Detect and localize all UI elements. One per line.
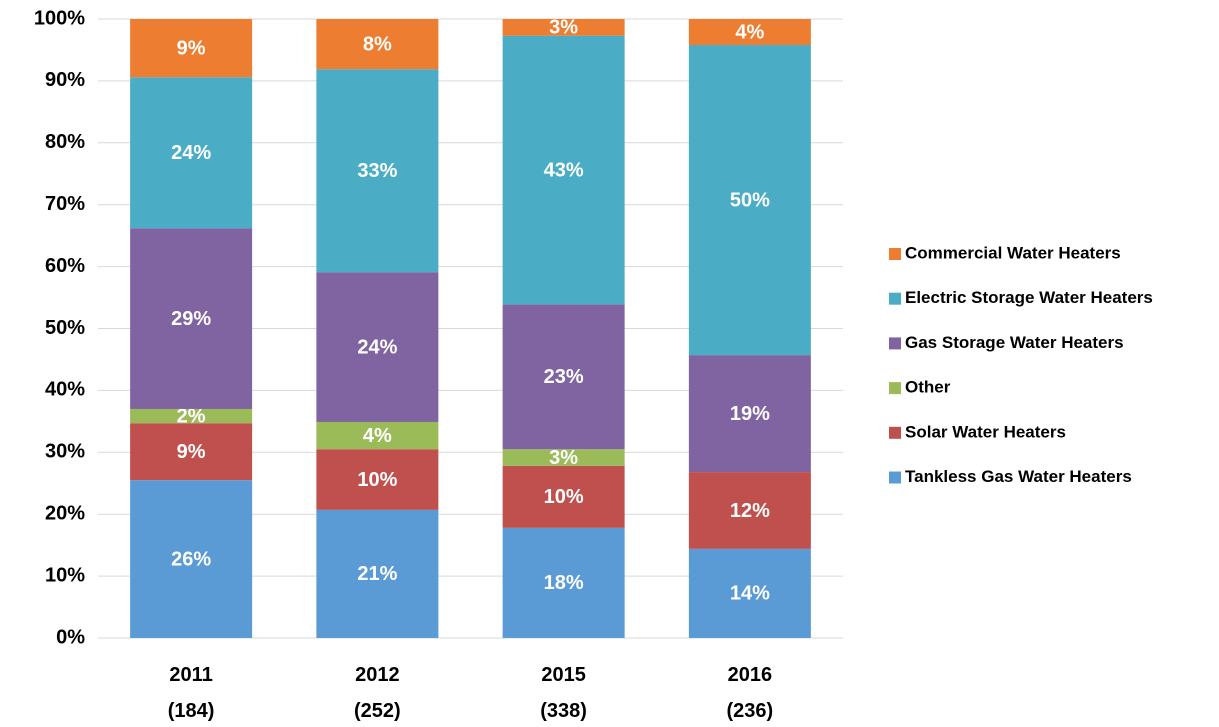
bar-segment xyxy=(688,19,811,45)
y-tick-label: 100% xyxy=(34,7,85,29)
y-tick-label: 50% xyxy=(45,317,85,339)
y-tick-label: 20% xyxy=(45,502,85,524)
data-label: 26% xyxy=(171,548,211,570)
data-label: 9% xyxy=(177,37,206,59)
data-label: 24% xyxy=(171,142,211,164)
bar-segment xyxy=(688,472,811,549)
data-label: 12% xyxy=(730,500,770,522)
y-tick-label: 10% xyxy=(45,564,85,586)
y-tick-label: 0% xyxy=(56,626,85,648)
legend-label: Gas Storage Water Heaters xyxy=(905,333,1124,352)
data-label: 21% xyxy=(357,563,397,585)
data-label: 2% xyxy=(177,405,206,427)
data-label: 8% xyxy=(363,33,392,55)
x-tick-label: 2015 (338) xyxy=(540,664,587,722)
data-label: 4% xyxy=(735,21,764,43)
y-tick-label: 40% xyxy=(45,379,85,401)
bar-segment xyxy=(316,449,439,510)
legend-swatch xyxy=(889,471,901,484)
legend-swatch xyxy=(889,337,901,350)
data-label: 14% xyxy=(730,583,770,605)
bar-segment xyxy=(316,272,439,422)
legend-swatch xyxy=(889,292,901,305)
bar-segment xyxy=(502,527,625,638)
data-label: 9% xyxy=(177,441,206,463)
bar-segment xyxy=(316,69,439,273)
legend-label: Commercial Water Heaters xyxy=(905,243,1121,262)
bar-segment xyxy=(316,421,439,450)
bar-segment xyxy=(688,44,811,356)
legend-label: Electric Storage Water Heaters xyxy=(905,288,1153,307)
data-label: 4% xyxy=(363,425,392,447)
bar-segment xyxy=(502,465,625,528)
bar-segment xyxy=(316,509,439,638)
legend-label: Tankless Gas Water Heaters xyxy=(905,467,1132,486)
bar-segment xyxy=(688,355,811,473)
legend-swatch xyxy=(889,426,901,439)
y-tick-label: 30% xyxy=(45,441,85,463)
bar-segment xyxy=(502,449,625,466)
bar-segment xyxy=(130,228,253,409)
y-tick-label: 90% xyxy=(45,69,85,91)
data-label: 18% xyxy=(544,572,584,594)
legend-label: Other xyxy=(905,378,951,397)
bar-segment xyxy=(502,304,625,450)
data-label: 3% xyxy=(549,17,578,39)
bar-segment xyxy=(130,480,253,638)
bar-segment xyxy=(130,77,253,229)
bar-segment xyxy=(130,423,253,481)
data-label: 10% xyxy=(544,486,584,508)
data-label: 3% xyxy=(549,447,578,469)
y-tick-label: 80% xyxy=(45,131,85,153)
bar-segment xyxy=(316,19,439,70)
data-label: 10% xyxy=(357,469,397,491)
data-label: 29% xyxy=(171,308,211,330)
legend-swatch xyxy=(889,248,901,260)
data-label: 33% xyxy=(357,160,397,182)
data-label: 24% xyxy=(357,336,397,358)
data-label: 43% xyxy=(544,159,584,181)
y-tick-label: 70% xyxy=(45,193,85,215)
data-label: 50% xyxy=(730,189,770,211)
bar-segment xyxy=(688,548,811,638)
bar-segment xyxy=(502,35,625,305)
x-tick-label: 2016 (236) xyxy=(727,664,774,722)
legend-label: Solar Water Heaters xyxy=(905,422,1066,441)
bar-segment xyxy=(502,19,625,36)
data-label: 23% xyxy=(544,366,584,388)
legend-swatch xyxy=(889,382,901,395)
x-tick-label: 2011 (184) xyxy=(168,664,215,722)
y-tick-label: 60% xyxy=(45,255,85,277)
x-tick-label: 2012 (252) xyxy=(354,664,401,722)
data-label: 19% xyxy=(730,403,770,425)
bar-segment xyxy=(130,19,253,78)
bar-segment xyxy=(130,408,253,424)
